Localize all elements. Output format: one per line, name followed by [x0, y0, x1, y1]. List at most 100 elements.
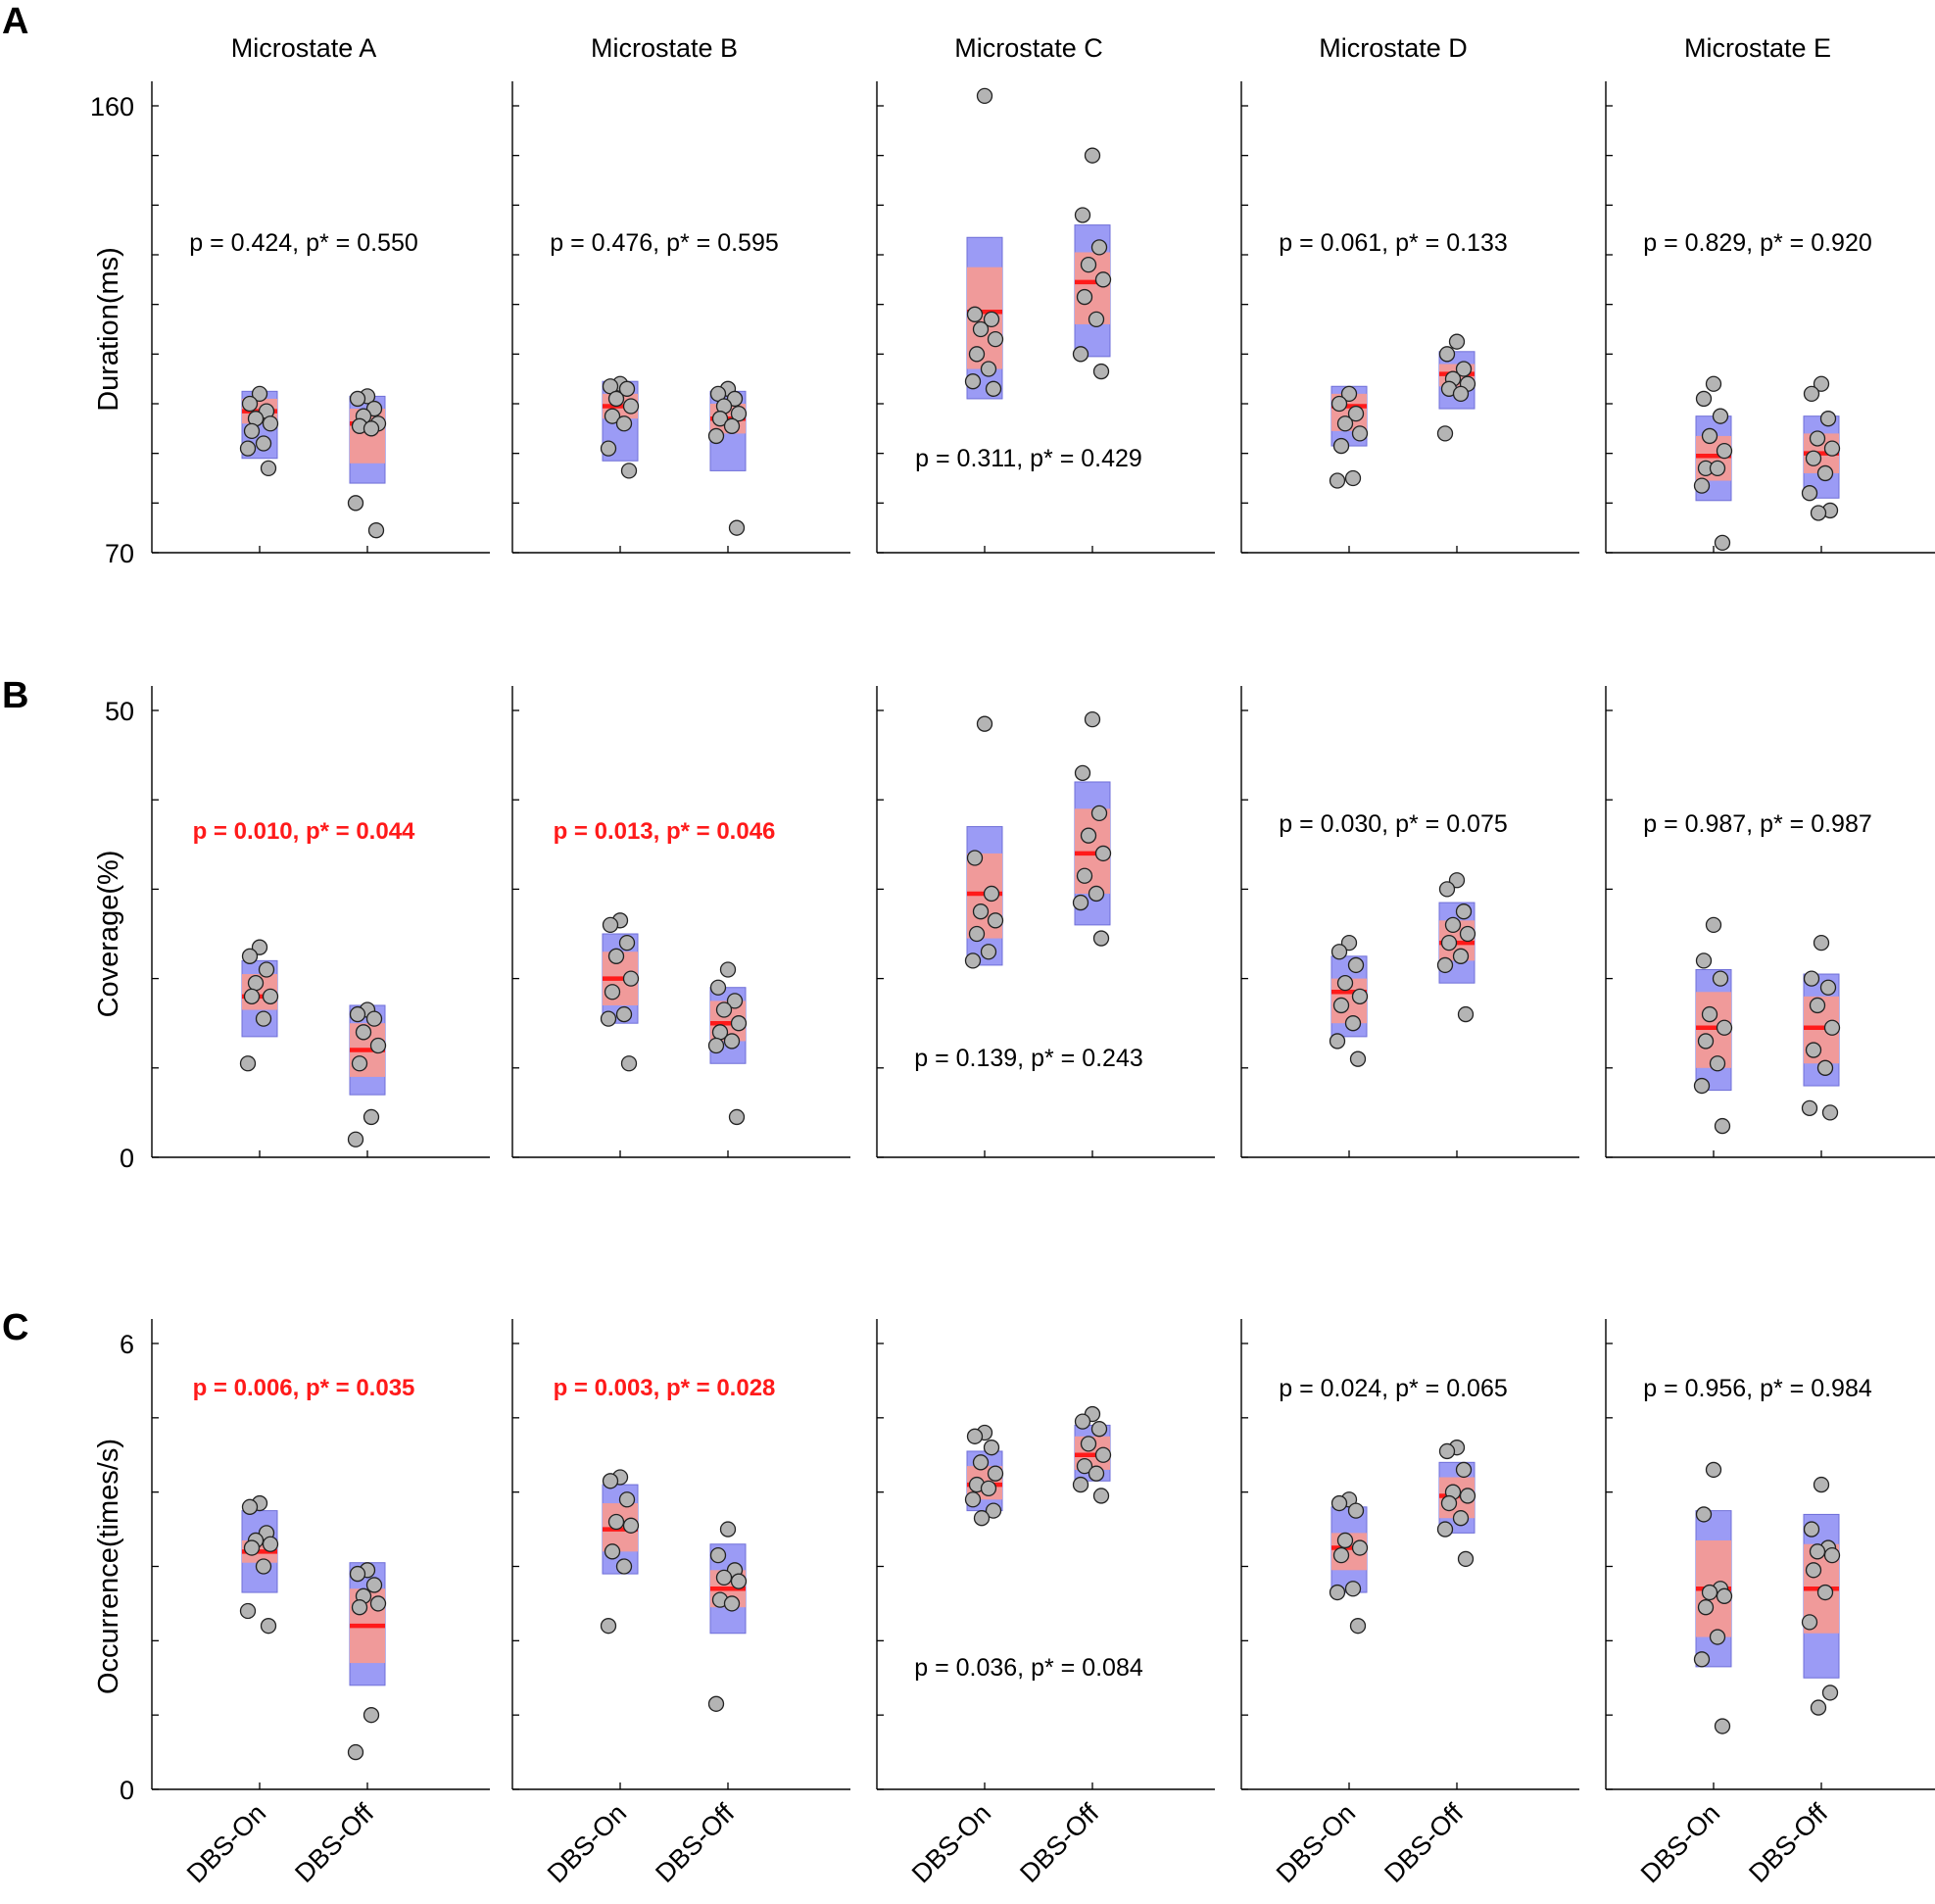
data-point	[1074, 764, 1091, 781]
data-point	[1090, 1421, 1108, 1438]
subplot-c-3: p = 0.036, p* = 0.084 DBS-On DBS-Off	[876, 1319, 1215, 1888]
data-point	[719, 1521, 737, 1538]
y-tick-label: 0	[120, 1144, 134, 1173]
data-point	[723, 417, 741, 434]
data-point	[607, 1513, 625, 1531]
x-tick-label: DBS-Off	[650, 1798, 740, 1888]
data-point	[707, 1695, 725, 1712]
data-point	[363, 1707, 380, 1724]
data-point	[618, 934, 636, 952]
data-point	[1092, 930, 1110, 947]
data-point	[1821, 1104, 1839, 1121]
data-point	[1080, 827, 1097, 844]
data-point	[1090, 239, 1108, 256]
data-point	[1705, 916, 1722, 934]
data-point	[355, 1024, 372, 1041]
data-point	[730, 1573, 748, 1589]
data-point	[347, 495, 364, 512]
data-point	[1080, 1436, 1097, 1452]
column-title: Microstate E	[1684, 33, 1831, 63]
data-point	[243, 1539, 261, 1556]
data-point	[1452, 1510, 1470, 1527]
data-point	[1714, 1117, 1731, 1135]
data-point	[1457, 1550, 1475, 1568]
data-point	[1693, 1651, 1711, 1668]
data-point	[600, 1618, 617, 1635]
data-point	[602, 916, 619, 934]
data-point	[1712, 408, 1729, 424]
data-point	[365, 1010, 383, 1027]
data-point	[1803, 385, 1820, 403]
data-point	[600, 1010, 617, 1027]
data-point	[980, 1480, 997, 1497]
data-point	[966, 850, 984, 866]
data-point	[1455, 361, 1473, 377]
data-point	[1332, 997, 1350, 1014]
data-point	[966, 1428, 984, 1444]
data-point	[1714, 1718, 1731, 1734]
data-point	[1805, 1042, 1822, 1058]
data-point	[730, 1015, 748, 1032]
data-point	[1801, 1099, 1818, 1116]
data-point	[730, 405, 748, 422]
data-point	[1329, 1584, 1346, 1601]
y-axis-label: Coverage(%)	[93, 851, 124, 1018]
data-point	[1332, 437, 1350, 455]
data-point	[964, 1491, 982, 1508]
data-point	[1436, 956, 1454, 974]
data-point	[1714, 534, 1731, 552]
data-point	[1816, 464, 1834, 482]
data-point	[983, 885, 1000, 903]
data-point	[1440, 934, 1458, 952]
data-point	[964, 373, 982, 390]
data-point	[1088, 311, 1105, 328]
data-point	[1810, 1699, 1827, 1716]
data-point	[604, 408, 621, 424]
data-point	[966, 306, 984, 322]
data-point	[251, 939, 268, 955]
data-point	[260, 1618, 277, 1635]
subplot-b-5: p = 0.987, p* = 0.987	[1605, 686, 1935, 1158]
data-point	[1823, 440, 1841, 457]
data-point	[1701, 427, 1718, 445]
data-point	[1344, 469, 1362, 487]
data-point	[985, 380, 1002, 397]
data-point	[367, 522, 385, 539]
data-point	[351, 1599, 368, 1616]
data-point	[1351, 988, 1369, 1004]
x-tick-label: DBS-Off	[289, 1798, 379, 1888]
data-point	[1801, 1614, 1818, 1631]
data-point	[983, 311, 1000, 328]
data-point	[1340, 385, 1358, 403]
data-point	[1440, 1494, 1458, 1512]
data-point	[618, 380, 636, 397]
p-value: p = 0.061, p* = 0.133	[1279, 229, 1508, 257]
data-point	[1344, 1581, 1362, 1597]
p-value: p = 0.829, p* = 0.920	[1643, 229, 1872, 257]
data-point	[1716, 442, 1733, 460]
data-point	[726, 993, 744, 1009]
data-point	[349, 1565, 366, 1583]
data-point	[365, 400, 383, 417]
p-value: p = 0.139, p* = 0.243	[914, 1045, 1143, 1072]
data-point	[1436, 425, 1454, 442]
data-point	[1803, 970, 1820, 987]
data-point	[1332, 1546, 1350, 1564]
data-point	[1709, 1055, 1726, 1072]
p-value: p = 0.424, p* = 0.550	[189, 229, 418, 257]
y-axis-label: Duration(ms)	[93, 247, 124, 412]
data-point	[262, 988, 279, 1004]
data-point	[1819, 979, 1837, 996]
data-point	[622, 970, 640, 987]
data-point	[1349, 1050, 1367, 1067]
data-point	[1444, 916, 1462, 934]
data-point	[365, 1577, 383, 1593]
data-point	[707, 1037, 725, 1054]
data-point	[260, 460, 277, 477]
data-point	[1695, 952, 1713, 969]
p-value: p = 0.987, p* = 0.987	[1643, 810, 1872, 838]
data-point	[349, 390, 366, 408]
data-point	[1459, 1488, 1476, 1504]
subplot-c-2: p = 0.003, p* = 0.028 DBS-On DBS-Off	[511, 1319, 850, 1888]
